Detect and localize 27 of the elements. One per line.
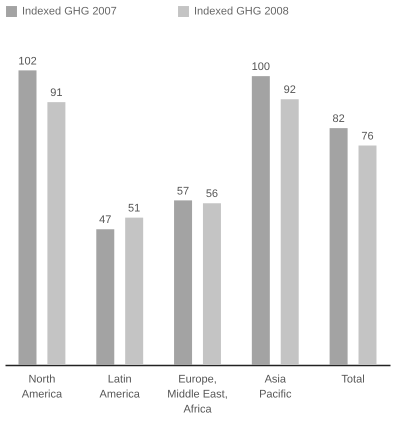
bar <box>18 70 36 365</box>
x-tick-label: Asia Pacific <box>259 374 292 400</box>
data-label: 57 <box>176 185 190 198</box>
x-tick-label: Latin America <box>100 374 141 400</box>
data-label: 56 <box>206 188 218 200</box>
bar <box>125 218 144 365</box>
bar <box>174 200 192 365</box>
bar <box>202 203 221 365</box>
legend-label: Indexed GHG 2008 <box>194 6 289 18</box>
data-label: 47 <box>99 214 112 226</box>
data-label: 102 <box>18 55 37 68</box>
bar <box>96 229 114 365</box>
bar <box>330 128 348 365</box>
bar <box>280 99 299 365</box>
x-tick-label: Europe, Middle East, Africa <box>167 374 228 416</box>
legend-label: Indexed GHG 2007 <box>22 6 117 18</box>
data-label: 91 <box>50 87 63 100</box>
data-label: 82 <box>332 113 345 126</box>
bar <box>47 102 66 365</box>
data-label: 76 <box>361 130 374 142</box>
bar <box>252 76 270 365</box>
data-label: 51 <box>128 202 140 215</box>
data-label: 100 <box>252 61 270 74</box>
data-label: 92 <box>284 84 296 96</box>
x-tick-label: Total <box>341 374 365 386</box>
x-tick-label: North America <box>22 374 63 400</box>
bar <box>358 145 376 365</box>
